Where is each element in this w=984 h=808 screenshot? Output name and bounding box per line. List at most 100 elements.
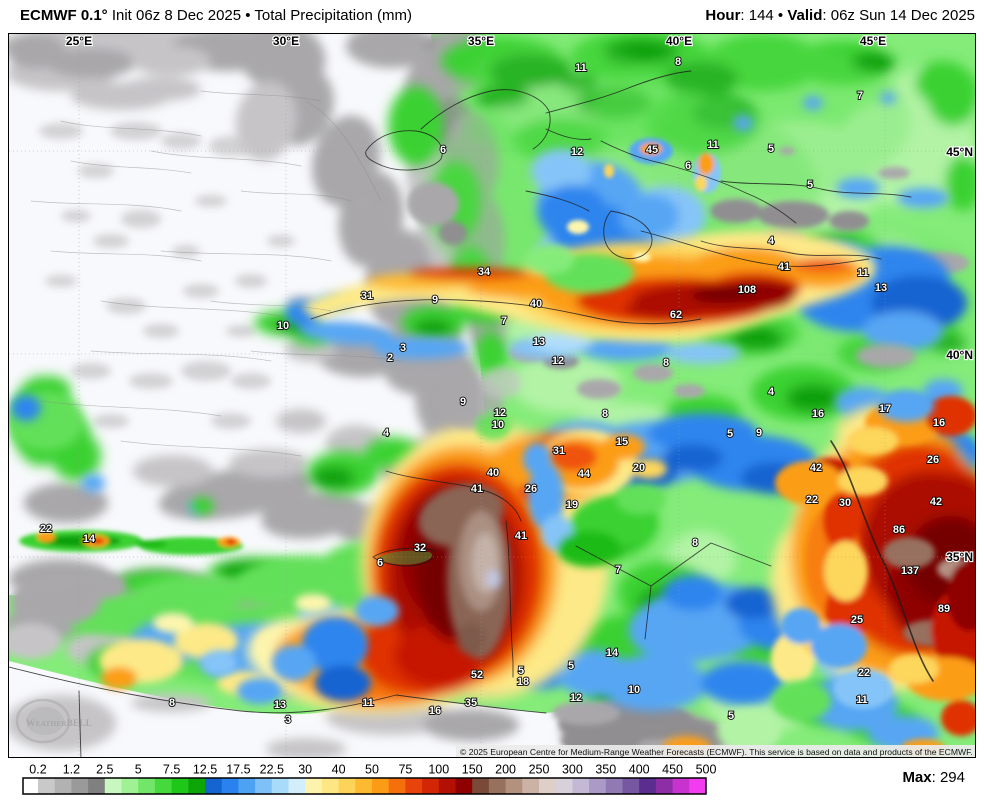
svg-text:13: 13 (875, 282, 887, 294)
svg-text:8: 8 (602, 408, 608, 420)
svg-text:35: 35 (465, 697, 477, 709)
svg-text:41: 41 (471, 483, 483, 495)
svg-text:5: 5 (518, 665, 524, 677)
svg-text:5: 5 (727, 428, 733, 440)
svg-text:8: 8 (692, 537, 698, 549)
svg-text:52: 52 (471, 669, 483, 681)
svg-text:5: 5 (728, 710, 734, 722)
svg-text:14: 14 (606, 647, 619, 659)
svg-text:30: 30 (298, 763, 312, 777)
svg-text:30: 30 (839, 497, 851, 509)
svg-text:9: 9 (460, 396, 466, 408)
svg-text:86: 86 (893, 524, 905, 536)
svg-text:10: 10 (628, 684, 640, 696)
svg-text:17.5: 17.5 (226, 763, 250, 777)
svg-text:2.5: 2.5 (96, 763, 113, 777)
svg-text:13: 13 (533, 336, 545, 348)
svg-text:7: 7 (501, 315, 507, 327)
svg-text:3: 3 (285, 714, 291, 726)
svg-text:450: 450 (662, 763, 683, 777)
svg-text:44: 44 (578, 468, 591, 480)
svg-text:18: 18 (517, 676, 529, 688)
svg-text:40: 40 (487, 467, 499, 479)
svg-text:5: 5 (807, 179, 813, 191)
svg-text:350: 350 (595, 763, 616, 777)
svg-text:13: 13 (274, 699, 286, 711)
svg-text:25°E: 25°E (66, 34, 92, 48)
svg-text:26: 26 (525, 483, 537, 495)
svg-text:41: 41 (778, 261, 790, 273)
svg-text:34: 34 (478, 266, 491, 278)
svg-text:22.5: 22.5 (260, 763, 284, 777)
svg-text:300: 300 (562, 763, 583, 777)
svg-text:7: 7 (857, 90, 863, 102)
svg-text:8: 8 (663, 357, 669, 369)
svg-text:5: 5 (135, 763, 142, 777)
svg-text:11: 11 (707, 139, 719, 151)
svg-text:30°E: 30°E (273, 34, 299, 48)
svg-text:22: 22 (806, 494, 818, 506)
svg-text:45°N: 45°N (946, 145, 973, 159)
svg-text:42: 42 (810, 462, 822, 474)
svg-text:100: 100 (428, 763, 449, 777)
svg-text:500: 500 (696, 763, 717, 777)
svg-text:1.2: 1.2 (63, 763, 80, 777)
svg-text:8: 8 (675, 56, 681, 68)
svg-text:11: 11 (856, 694, 868, 706)
svg-text:7.5: 7.5 (163, 763, 180, 777)
svg-text:137: 137 (901, 565, 919, 577)
svg-text:35°E: 35°E (468, 34, 494, 48)
svg-text:19: 19 (566, 499, 578, 511)
svg-text:© 2025 European Centre for Med: © 2025 European Centre for Medium-Range … (460, 747, 973, 757)
svg-text:16: 16 (429, 705, 441, 717)
svg-text:12: 12 (552, 355, 564, 367)
svg-text:35°N: 35°N (946, 550, 973, 564)
svg-text:11: 11 (362, 697, 374, 709)
svg-text:16: 16 (933, 417, 945, 429)
svg-text:250: 250 (529, 763, 550, 777)
svg-text:20: 20 (633, 462, 645, 474)
svg-text:32: 32 (414, 542, 426, 554)
svg-text:12: 12 (571, 146, 583, 158)
svg-text:25: 25 (851, 614, 863, 626)
svg-text:5: 5 (568, 660, 574, 672)
svg-text:12: 12 (570, 692, 582, 704)
svg-text:2: 2 (387, 352, 393, 364)
svg-text:12.5: 12.5 (193, 763, 217, 777)
svg-text:26: 26 (927, 454, 939, 466)
svg-text:4: 4 (383, 427, 390, 439)
svg-text:0.2: 0.2 (29, 763, 46, 777)
svg-text:5: 5 (768, 143, 774, 155)
svg-text:8: 8 (169, 697, 175, 709)
svg-text:40: 40 (332, 763, 346, 777)
svg-text:9: 9 (432, 294, 438, 306)
svg-text:6: 6 (685, 160, 691, 172)
svg-text:15: 15 (616, 436, 628, 448)
svg-text:WEATHERBELL: WEATHERBELL (26, 719, 92, 729)
svg-text:89: 89 (938, 603, 950, 615)
svg-text:45°E: 45°E (860, 34, 886, 48)
svg-text:4: 4 (768, 386, 775, 398)
svg-text:11: 11 (857, 267, 869, 279)
svg-text:41: 41 (515, 530, 527, 542)
svg-text:Max: 294: Max: 294 (902, 769, 965, 786)
svg-text:75: 75 (398, 763, 412, 777)
svg-text:200: 200 (495, 763, 516, 777)
svg-text:6: 6 (440, 144, 446, 156)
svg-text:40°N: 40°N (946, 348, 973, 362)
svg-text:3: 3 (400, 342, 406, 354)
svg-text:17: 17 (879, 403, 891, 415)
svg-text:400: 400 (629, 763, 650, 777)
svg-text:7: 7 (615, 564, 621, 576)
svg-text:10: 10 (492, 419, 504, 431)
svg-text:40: 40 (530, 298, 542, 310)
svg-text:150: 150 (462, 763, 483, 777)
svg-text:50: 50 (365, 763, 379, 777)
svg-text:11: 11 (575, 62, 587, 74)
svg-text:9: 9 (756, 427, 762, 439)
svg-text:40°E: 40°E (666, 34, 692, 48)
svg-text:42: 42 (930, 496, 942, 508)
svg-text:22: 22 (40, 523, 52, 535)
svg-text:14: 14 (83, 533, 96, 545)
svg-text:12: 12 (494, 407, 506, 419)
